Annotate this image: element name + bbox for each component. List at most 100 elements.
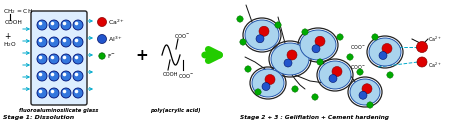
Circle shape bbox=[39, 73, 42, 76]
Circle shape bbox=[75, 56, 78, 59]
Circle shape bbox=[317, 59, 323, 65]
Circle shape bbox=[61, 37, 71, 47]
Circle shape bbox=[262, 83, 270, 91]
Text: Stage 1: Dissolution: Stage 1: Dissolution bbox=[3, 115, 74, 120]
Circle shape bbox=[382, 44, 392, 53]
Circle shape bbox=[49, 20, 59, 30]
Circle shape bbox=[302, 29, 308, 35]
Text: COOH: COOH bbox=[163, 72, 179, 77]
Circle shape bbox=[73, 20, 83, 30]
Circle shape bbox=[63, 90, 66, 93]
Text: +: + bbox=[4, 32, 10, 41]
Circle shape bbox=[73, 54, 83, 64]
Circle shape bbox=[49, 71, 59, 81]
Text: H$_2$O: H$_2$O bbox=[3, 40, 17, 49]
Circle shape bbox=[312, 94, 318, 100]
Text: Ca$^{2+}$: Ca$^{2+}$ bbox=[428, 34, 442, 44]
Circle shape bbox=[255, 89, 261, 95]
Text: COO$^{-}$: COO$^{-}$ bbox=[174, 32, 191, 40]
Circle shape bbox=[99, 53, 105, 59]
Circle shape bbox=[37, 20, 47, 30]
Text: +: + bbox=[136, 47, 148, 62]
Circle shape bbox=[73, 88, 83, 98]
Circle shape bbox=[73, 37, 83, 47]
Text: COO$^{-}$: COO$^{-}$ bbox=[350, 43, 365, 51]
Circle shape bbox=[275, 22, 281, 28]
Circle shape bbox=[292, 86, 298, 92]
Circle shape bbox=[37, 71, 47, 81]
Circle shape bbox=[367, 102, 373, 108]
Circle shape bbox=[75, 90, 78, 93]
Text: CH$_2$ = CH: CH$_2$ = CH bbox=[3, 7, 33, 16]
Text: Ca$^{2+}$: Ca$^{2+}$ bbox=[428, 60, 442, 70]
Circle shape bbox=[237, 16, 243, 22]
Ellipse shape bbox=[252, 69, 284, 97]
Circle shape bbox=[245, 66, 251, 72]
Circle shape bbox=[265, 75, 275, 84]
Text: poly(acrylic acid): poly(acrylic acid) bbox=[150, 108, 200, 113]
Circle shape bbox=[61, 71, 71, 81]
Circle shape bbox=[51, 90, 55, 93]
Circle shape bbox=[387, 72, 393, 78]
Circle shape bbox=[63, 22, 66, 25]
Circle shape bbox=[98, 18, 107, 27]
Ellipse shape bbox=[319, 61, 351, 89]
Circle shape bbox=[61, 54, 71, 64]
Circle shape bbox=[98, 35, 107, 44]
Circle shape bbox=[287, 50, 297, 60]
Ellipse shape bbox=[369, 38, 401, 66]
Ellipse shape bbox=[245, 20, 279, 50]
Circle shape bbox=[75, 22, 78, 25]
Circle shape bbox=[63, 73, 66, 76]
Circle shape bbox=[75, 73, 78, 76]
Circle shape bbox=[256, 35, 264, 43]
Text: F$^{-}$: F$^{-}$ bbox=[107, 52, 116, 60]
Circle shape bbox=[51, 22, 55, 25]
Text: COO$^{-}$: COO$^{-}$ bbox=[178, 72, 195, 80]
Circle shape bbox=[49, 54, 59, 64]
Text: COOH: COOH bbox=[5, 20, 23, 25]
Circle shape bbox=[417, 57, 427, 67]
Circle shape bbox=[39, 56, 42, 59]
Ellipse shape bbox=[350, 79, 380, 105]
Circle shape bbox=[312, 45, 320, 53]
Circle shape bbox=[51, 56, 55, 59]
Text: Al$^{3+}$: Al$^{3+}$ bbox=[108, 34, 123, 44]
Circle shape bbox=[63, 56, 66, 59]
Circle shape bbox=[315, 36, 325, 46]
Circle shape bbox=[347, 54, 353, 60]
Text: COO$^{-}$: COO$^{-}$ bbox=[350, 63, 365, 71]
Circle shape bbox=[357, 69, 363, 75]
Ellipse shape bbox=[271, 43, 309, 75]
Circle shape bbox=[63, 39, 66, 42]
Circle shape bbox=[37, 54, 47, 64]
Circle shape bbox=[49, 88, 59, 98]
Circle shape bbox=[61, 20, 71, 30]
Circle shape bbox=[49, 37, 59, 47]
Circle shape bbox=[39, 39, 42, 42]
Circle shape bbox=[332, 67, 342, 76]
Text: Stage 2 + 3 : Gelifiation + Cement hardening: Stage 2 + 3 : Gelifiation + Cement harde… bbox=[240, 115, 390, 120]
Circle shape bbox=[372, 34, 378, 40]
Circle shape bbox=[37, 37, 47, 47]
Circle shape bbox=[73, 71, 83, 81]
Circle shape bbox=[37, 88, 47, 98]
Circle shape bbox=[51, 39, 55, 42]
Circle shape bbox=[329, 75, 337, 83]
Text: fluoroaluminosilicate glass: fluoroaluminosilicate glass bbox=[19, 108, 99, 113]
Circle shape bbox=[39, 90, 42, 93]
Circle shape bbox=[75, 39, 78, 42]
Ellipse shape bbox=[300, 30, 336, 60]
Circle shape bbox=[417, 42, 428, 52]
Circle shape bbox=[39, 22, 42, 25]
Circle shape bbox=[379, 52, 387, 60]
Circle shape bbox=[337, 34, 343, 40]
Circle shape bbox=[284, 59, 292, 67]
Circle shape bbox=[51, 73, 55, 76]
FancyBboxPatch shape bbox=[31, 11, 87, 105]
Circle shape bbox=[240, 39, 246, 45]
Circle shape bbox=[359, 91, 367, 99]
Circle shape bbox=[259, 26, 269, 36]
Circle shape bbox=[362, 84, 372, 94]
Circle shape bbox=[61, 88, 71, 98]
